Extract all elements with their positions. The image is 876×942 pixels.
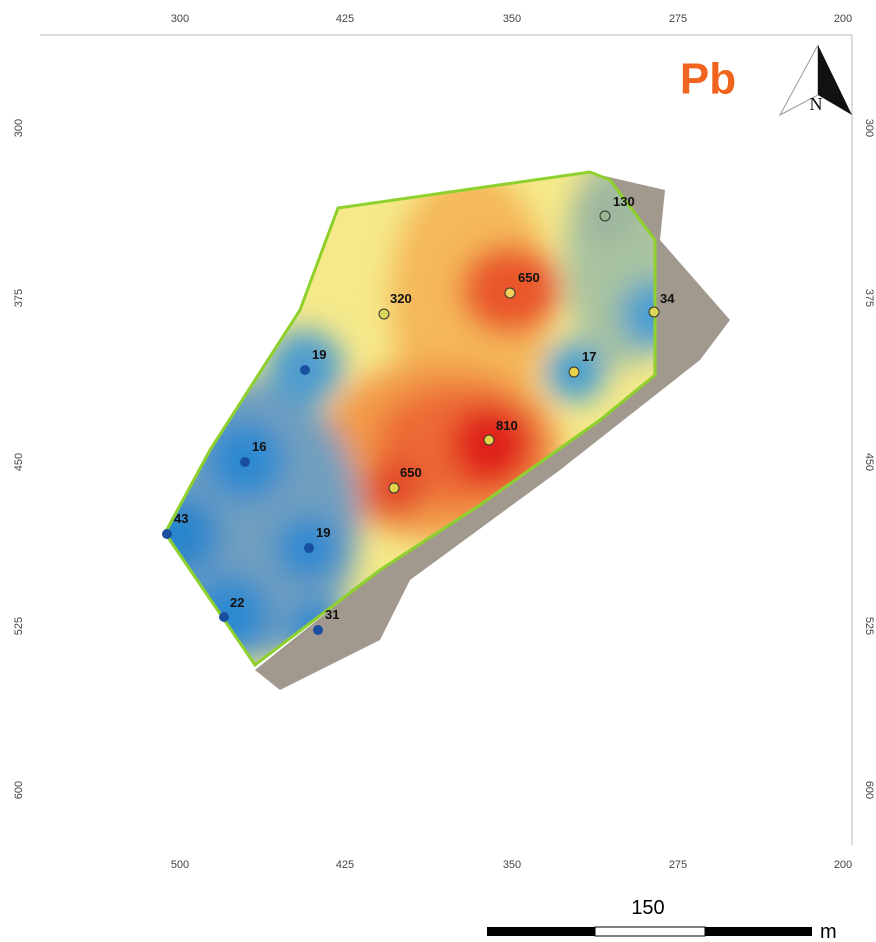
sample-point [484,435,494,445]
right-tick-label: 300 [863,119,875,137]
bottom-tick-label: 425 [336,859,354,871]
top-tick-label: 200 [834,13,852,25]
sample-label: 34 [660,291,675,306]
left-tick-label: 450 [13,453,25,471]
sample-point [569,367,579,377]
top-tick-label: 425 [336,13,354,25]
sample-label: 320 [390,291,412,306]
sample-point [313,625,323,635]
sample-label: 650 [400,465,422,480]
scale-unit: m [820,921,837,942]
sample-label: 810 [496,418,518,433]
sample-point [505,288,515,298]
right-tick-label: 525 [863,617,875,635]
sample-point [304,543,314,553]
sample-label: 22 [230,595,244,610]
bottom-tick-label: 350 [503,859,521,871]
north-arrow-right [818,45,852,115]
bottom-tick-label: 200 [834,859,852,871]
sample-label: 19 [316,525,330,540]
sample-point [300,365,310,375]
sample-point [389,483,399,493]
sample-point [649,307,659,317]
right-tick-label: 600 [863,781,875,799]
map: 130 650 320 34 19 17 810 16 650 43 19 22… [0,0,876,942]
north-label: N [810,94,823,114]
sample-label: 650 [518,270,540,285]
bottom-tick-label: 500 [171,859,189,871]
sample-label: 43 [174,511,188,526]
sample-point [600,211,610,221]
scale-segment [595,927,705,936]
bottom-tick-label: 275 [669,859,687,871]
sample-point [379,309,389,319]
scale-segment [705,927,812,936]
sample-point [219,612,229,622]
top-tick-label: 275 [669,13,687,25]
left-tick-label: 525 [13,617,25,635]
scale-segment [487,927,595,936]
sample-label: 19 [312,347,326,362]
sample-label: 31 [325,607,339,622]
top-tick-label: 300 [171,13,189,25]
right-tick-label: 375 [863,289,875,307]
left-tick-label: 600 [13,781,25,799]
sample-label: 130 [613,194,635,209]
sample-label: 16 [252,439,266,454]
scale-length: 150 [631,897,664,919]
sample-label: 17 [582,349,596,364]
sample-point [240,457,250,467]
left-tick-label: 375 [13,289,25,307]
map-title: Pb [680,55,736,104]
sample-point [162,529,172,539]
left-tick-label: 300 [13,119,25,137]
right-tick-label: 450 [863,453,875,471]
top-tick-label: 350 [503,13,521,25]
